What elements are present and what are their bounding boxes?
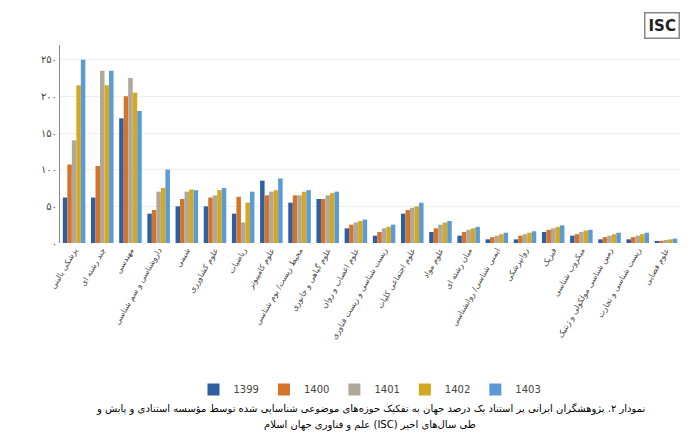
- svg-text:1399: 1399: [234, 384, 259, 395]
- svg-text:روانپزشکی: روانپزشکی: [504, 246, 530, 282]
- svg-text:محیط زیست/ بوم شناسی: محیط زیست/ بوم شناسی: [253, 247, 304, 327]
- svg-text:علوم اجتماعی کلیات: علوم اجتماعی کلیات: [375, 247, 417, 311]
- svg-text:۱۵۰: ۱۵۰: [41, 128, 57, 139]
- svg-text:مهندسی: مهندسی: [114, 247, 136, 276]
- svg-text:۱۰۰: ۱۰۰: [41, 164, 57, 175]
- svg-text:علوم کامپیوتر: علوم کامپیوتر: [246, 247, 277, 291]
- svg-text:۰: ۰: [52, 238, 57, 249]
- svg-text:علوم گیاهی و جانوری: علوم گیاهی و جانوری: [289, 246, 333, 313]
- svg-text:میان رشته ای: میان رشته ای: [443, 247, 474, 291]
- svg-text:1401: 1401: [374, 384, 399, 395]
- svg-text:داروشناسی و سم شناسی: داروشناسی و سم شناسی: [113, 246, 164, 326]
- svg-text:علم و فناوری جهان اسلام (ISC): علم و فناوری جهان اسلام (ISC) طی سال‌های…: [264, 419, 476, 431]
- svg-text:۵۰: ۵۰: [46, 201, 57, 212]
- svg-text:زیست شناسی و زیست فناوری: زیست شناسی و زیست فناوری: [330, 246, 390, 341]
- svg-text:1400: 1400: [304, 384, 329, 395]
- svg-text:علوم مواد: علوم مواد: [421, 247, 445, 280]
- svg-text:علوم اعصاب و روان: علوم اعصاب و روان: [319, 247, 361, 310]
- svg-text:۲۰۰: ۲۰۰: [41, 91, 57, 102]
- svg-text:1403: 1403: [515, 384, 540, 395]
- svg-text:علوم کشاورزی: علوم کشاورزی: [187, 247, 220, 295]
- svg-text:میکروب شناسی: میکروب شناسی: [552, 247, 587, 299]
- svg-text:۲۵۰: ۲۵۰: [41, 54, 57, 65]
- svg-text:زمین شناسی مولکولی و ژنتیک: زمین شناسی مولکولی و ژنتیک: [556, 246, 615, 339]
- svg-text:فیزیک: فیزیک: [541, 246, 559, 268]
- svg-text:چند رشته ای: چند رشته ای: [78, 246, 107, 287]
- svg-text:ریاضیات: ریاضیات: [227, 246, 249, 275]
- svg-text:1402: 1402: [445, 384, 470, 395]
- svg-text:علوم فضایی: علوم فضایی: [643, 247, 671, 287]
- svg-text:نمودار ۲. پژوهشگران ایرانی پر: نمودار ۲. پژوهشگران ایرانی پر استناد یک …: [96, 403, 645, 415]
- svg-text:ایمنی شناسی/ روانشناسی: ایمنی شناسی/ روانشناسی: [450, 247, 502, 328]
- svg-text:زیست شناسی و تجارت: زیست شناسی و تجارت: [596, 246, 643, 319]
- svg-text:ISC: ISC: [649, 17, 676, 35]
- svg-text:شیمی: شیمی: [174, 246, 192, 268]
- svg-text:پزشکی بالینی: پزشکی بالینی: [49, 247, 80, 291]
